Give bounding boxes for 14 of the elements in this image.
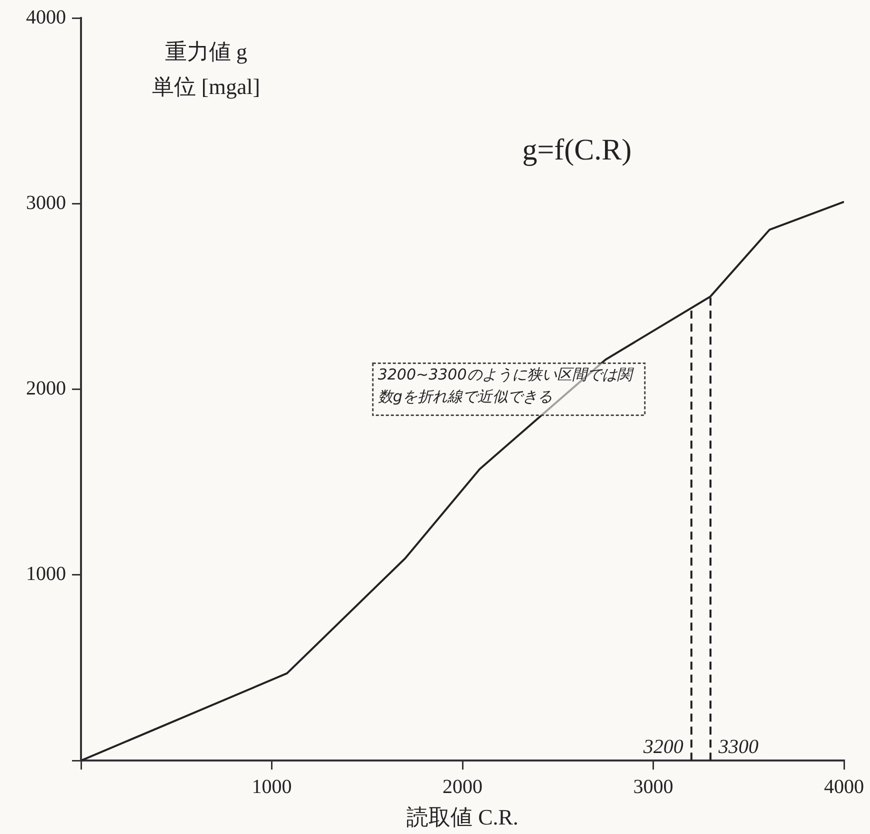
annotation: g=f(C.R) [522,134,632,167]
x-tick-label: 3000 [633,776,674,798]
y-tick-label: 1000 [26,563,66,586]
y-tick-label: 2000 [26,378,66,400]
y-tick-label: 4000 [26,6,66,28]
ref-line-label: 3300 [717,736,758,758]
ref-line-label: 3200 [642,736,684,758]
x-tick-label: 2000 [442,776,482,798]
y-tick-label: 3000 [26,192,66,214]
x-tick-label: 1000 [252,776,292,798]
annotation: 3200~3300のように狭い区間では関数gを折れ線で近似できる [378,366,634,406]
y-axis-title: 重力値 g 単位 [mgal] [152,38,260,99]
x-axis-title: 読取値 C.R. [406,804,518,830]
x-tick-label: 4000 [824,776,864,798]
